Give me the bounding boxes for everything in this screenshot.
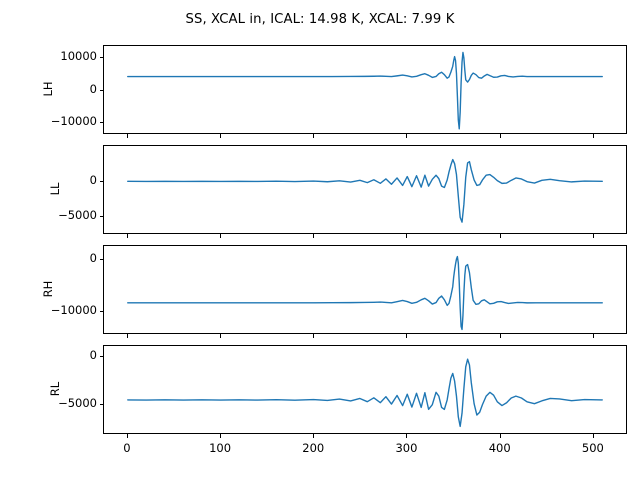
y-tick-label: 10000 [60,48,97,63]
x-tick-mark [126,434,128,438]
x-tick-label: 100 [209,441,232,455]
y-tick-mark [99,404,103,405]
y-tick-label: 0 [89,347,97,362]
x-tick-mark [592,334,594,338]
x-tick-label: 300 [395,441,418,455]
x-tick-label: 200 [302,441,325,455]
x-tick-label: 500 [581,441,604,455]
x-tick-mark [406,334,408,338]
subplot-ll [103,145,627,234]
x-tick-mark [406,434,408,438]
y-tick-mark [99,355,103,357]
y-tick-label: −5000 [58,207,97,222]
x-tick-mark [220,334,222,338]
x-tick-mark [220,434,222,438]
y-tick-mark [99,310,103,312]
x-tick-label: 400 [488,441,511,455]
subplot-lh [103,45,627,134]
x-tick-mark [499,334,501,338]
y-tick-label: −10000 [50,114,97,129]
subplot-rl [103,345,627,434]
y-tick-mark [99,259,103,261]
x-tick-mark [313,434,315,438]
lh-interferogram-line [104,46,626,133]
y-tick-label: −5000 [58,396,97,410]
ylabel-lh: LH [40,80,55,97]
x-tick-mark [313,234,315,238]
y-tick-label: 0 [89,251,97,266]
y-tick-mark [99,215,103,217]
x-tick-label: 0 [123,441,131,455]
x-tick-mark [592,434,594,438]
ll-interferogram-line [104,146,626,233]
rh-interferogram-line [104,246,626,333]
x-tick-mark [126,334,128,338]
x-tick-mark [406,234,408,238]
x-tick-mark [220,134,222,138]
x-tick-mark [220,234,222,238]
subplot-rh [103,245,627,334]
y-tick-mark [99,122,103,124]
ylabel-ll: LL [48,182,62,195]
y-tick-label: 0 [89,81,97,96]
x-tick-mark [499,434,501,438]
figure-title: SS, XCAL in, ICAL: 14.98 K, XCAL: 7.99 K [185,12,455,27]
rl-interferogram-line [104,346,626,433]
x-tick-mark [126,134,128,138]
x-tick-mark [313,134,315,138]
y-tick-mark [99,56,103,58]
x-tick-mark [126,234,128,238]
x-tick-mark [406,134,408,138]
y-tick-mark [99,181,103,183]
y-tick-mark [99,89,103,91]
y-tick-label: −10000 [50,302,97,317]
y-tick-label: 0 [89,173,97,188]
x-tick-mark [313,334,315,338]
x-tick-mark [592,234,594,238]
x-tick-mark [499,134,501,138]
x-tick-mark [499,234,501,238]
x-tick-mark [592,134,594,138]
